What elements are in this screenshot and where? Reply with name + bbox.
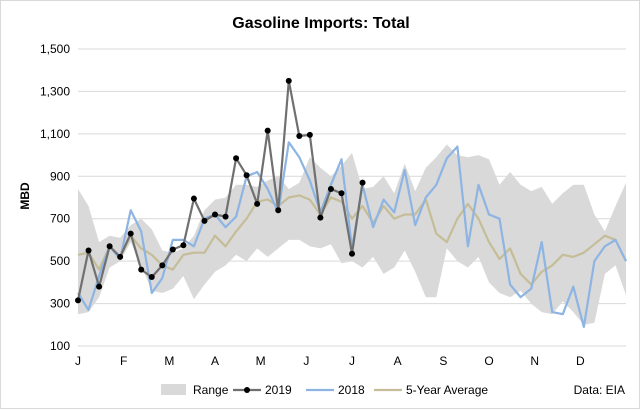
data-point-2019 — [127, 230, 134, 237]
data-point-2019 — [106, 243, 113, 250]
x-tick-label: O — [484, 354, 493, 368]
data-point-2019 — [169, 246, 176, 253]
x-tick-label: M — [256, 354, 266, 368]
data-point-2019 — [180, 242, 187, 249]
data-point-2019 — [233, 155, 240, 162]
data-point-2019 — [96, 283, 103, 290]
legend-swatch — [161, 384, 186, 395]
y-axis-label: MBD — [18, 182, 32, 210]
data-point-2019 — [338, 190, 345, 197]
y-axis-ticks: 100 300 500 700 900 1,100 1,300 1,500 — [40, 42, 70, 353]
data-point-2019 — [306, 131, 313, 138]
y-tick-label: 700 — [50, 212, 70, 226]
data-point-2019 — [117, 253, 124, 260]
x-tick-label: A — [394, 354, 402, 368]
series-line-5-year-average — [77, 194, 627, 286]
data-point-2019 — [75, 297, 81, 304]
x-tick-label: J — [349, 354, 355, 368]
x-tick-label: D — [576, 354, 585, 368]
legend-label: 2018 — [338, 383, 365, 397]
data-point-2019 — [296, 132, 303, 139]
legend-item-range: Range — [161, 383, 229, 397]
y-tick-label: 300 — [50, 297, 70, 311]
x-tick-label: A — [211, 354, 219, 368]
legend-item-2019: 2019 — [233, 383, 292, 397]
chart-title: Gasoline Imports: Total — [232, 15, 410, 32]
y-tick-label: 1,300 — [40, 84, 70, 98]
x-tick-label: J — [75, 354, 81, 368]
range-band-layer — [78, 144, 626, 325]
data-point-2019 — [327, 186, 334, 193]
data-point-2019 — [243, 172, 250, 179]
series-lines-layer — [76, 79, 627, 328]
legend-item-5-year-average: 5-Year Average — [374, 383, 488, 397]
legend-label: 5-Year Average — [406, 383, 488, 397]
legend: Range 2019 2018 5-Year Average — [161, 383, 488, 397]
legend-item-2018: 2018 — [306, 383, 365, 397]
data-point-2019 — [159, 262, 166, 269]
data-point-2019 — [349, 250, 355, 257]
x-tick-label: S — [439, 354, 447, 368]
x-tick-label: N — [530, 354, 539, 368]
x-tick-label: M — [164, 354, 174, 368]
data-point-2019 — [212, 211, 218, 218]
legend-marker — [244, 387, 250, 393]
data-point-2019 — [275, 207, 282, 214]
range-band — [78, 144, 626, 325]
data-point-2019 — [138, 266, 145, 273]
y-tick-label: 500 — [50, 254, 70, 268]
data-point-2019 — [254, 200, 261, 207]
x-tick-label: J — [303, 354, 309, 368]
data-point-2019 — [317, 214, 324, 221]
x-tick-label: F — [120, 354, 127, 368]
data-point-2019 — [85, 247, 92, 254]
y-tick-label: 1,100 — [40, 127, 70, 141]
data-point-2019 — [222, 213, 229, 220]
data-point-2019 — [190, 195, 197, 202]
legend-label: 2019 — [265, 383, 292, 397]
source-note: Data: EIA — [574, 383, 625, 397]
series-line-2019 — [76, 79, 364, 301]
y-tick-label: 1,500 — [40, 42, 70, 56]
data-point-2019 — [359, 179, 366, 186]
y-tick-label: 900 — [50, 169, 70, 183]
legend-label: Range — [193, 383, 229, 397]
y-tick-label: 100 — [50, 339, 70, 353]
data-point-2019 — [285, 77, 292, 84]
data-point-2019 — [201, 217, 208, 224]
markers-layer — [75, 77, 366, 304]
data-point-2019 — [148, 274, 155, 281]
data-point-2019 — [264, 127, 271, 134]
